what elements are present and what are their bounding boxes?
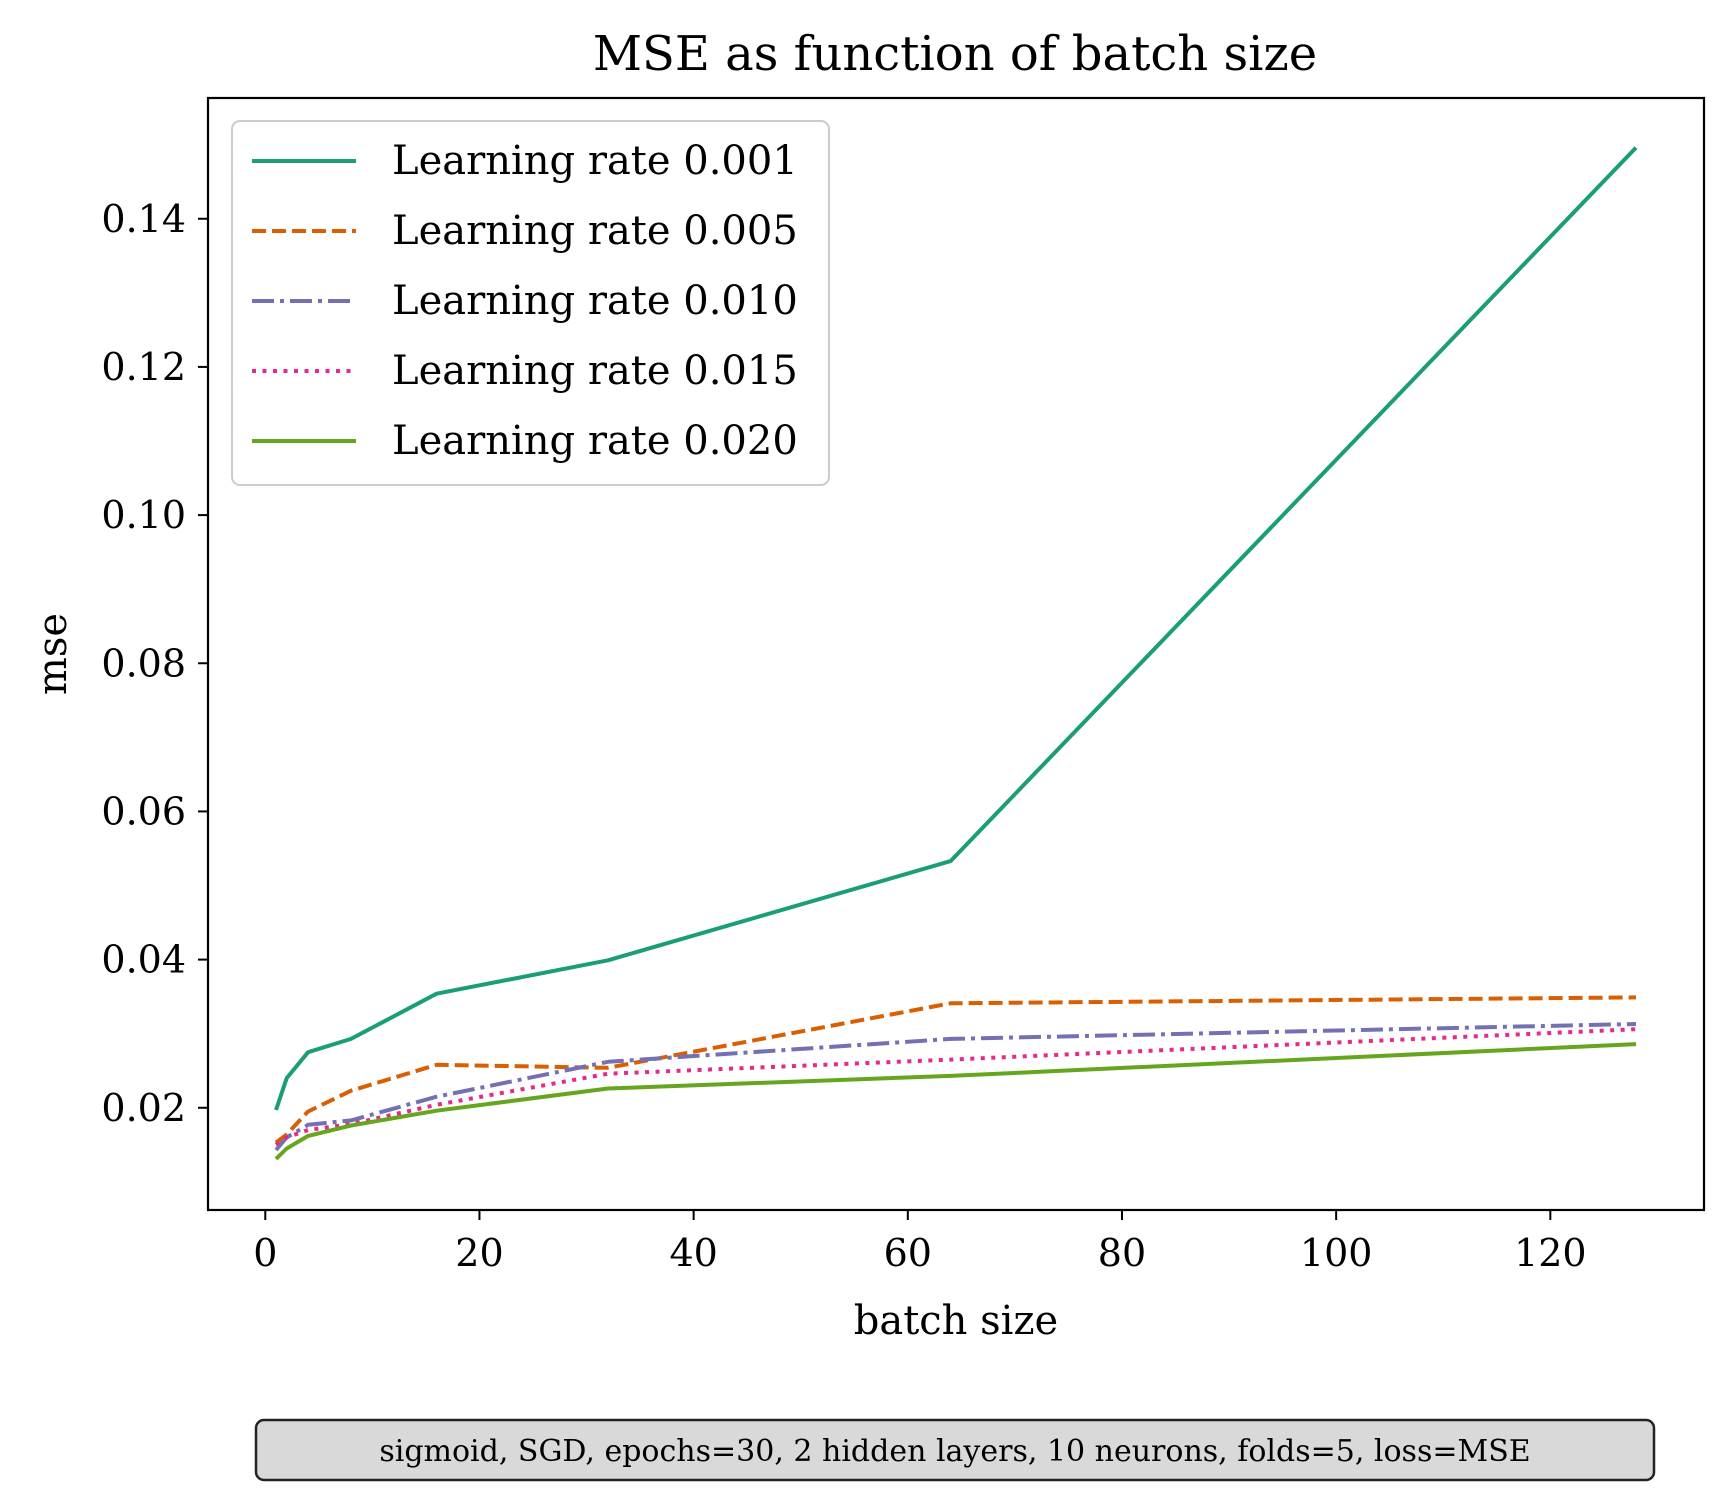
y-tick-label: 0.10	[101, 493, 186, 537]
y-tick-label: 0.04	[101, 938, 186, 982]
x-tick-label: 20	[455, 1231, 503, 1275]
y-tick-label: 0.02	[101, 1086, 186, 1130]
series-lines	[274, 146, 1638, 1161]
y-tick-label: 0.14	[101, 197, 186, 241]
series-line-5	[274, 1042, 1637, 1161]
y-axis-ticks: 0.02 0.04 0.06 0.08 0.10 0.12 0.14	[101, 197, 208, 1130]
legend: Learning rate 0.001 Learning rate 0.005 Le…	[231, 120, 830, 486]
x-tick-label: 40	[669, 1231, 717, 1275]
legend-label-3: Learning rate 0.010	[392, 278, 798, 324]
series-line-4	[274, 1027, 1637, 1147]
x-axis-ticks: 0 20 40 60 80 100 120	[253, 1210, 1587, 1275]
y-tick-label: 0.08	[101, 641, 186, 685]
y-tick-label: 0.12	[101, 345, 186, 389]
y-tick-label: 0.06	[101, 789, 186, 833]
x-tick-label: 100	[1300, 1231, 1373, 1275]
annotation-text: sigmoid, SGD, epochs=30, 2 hidden layers…	[379, 1434, 1530, 1469]
legend-box	[231, 120, 830, 486]
x-tick-label: 60	[884, 1231, 932, 1275]
x-tick-label: 120	[1514, 1231, 1587, 1275]
parameter-annotation: sigmoid, SGD, epochs=30, 2 hidden layers…	[254, 1418, 1656, 1482]
x-axis-label: batch size	[854, 1298, 1058, 1344]
y-axis-label: mse	[30, 613, 76, 695]
chart-title: MSE as function of batch size	[593, 26, 1317, 82]
x-tick-label: 0	[253, 1231, 277, 1275]
legend-label-4: Learning rate 0.015	[392, 348, 798, 394]
x-tick-label: 80	[1098, 1231, 1146, 1275]
series-line-3	[274, 1022, 1637, 1152]
plot-area-frame	[206, 96, 1706, 1212]
legend-label-2: Learning rate 0.005	[392, 208, 798, 254]
annotation-box	[254, 1418, 1656, 1482]
series-line-2	[274, 995, 1637, 1145]
legend-label-1: Learning rate 0.001	[392, 138, 798, 184]
legend-label-5: Learning rate 0.020	[392, 418, 798, 464]
series-line-1	[274, 146, 1638, 1111]
